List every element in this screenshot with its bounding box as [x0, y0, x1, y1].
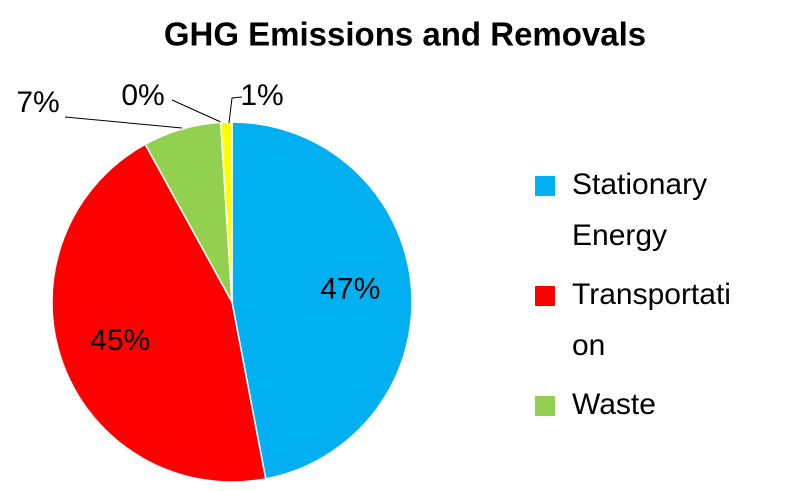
data-label: 45% — [90, 324, 150, 357]
data-label: 47% — [320, 273, 380, 306]
legend-swatch — [535, 396, 555, 416]
legend-label: Transportati on — [572, 278, 731, 362]
legend-swatch — [535, 176, 555, 196]
data-label: 7% — [16, 86, 59, 119]
pie-slice — [51, 143, 267, 483]
data-label: 1% — [240, 79, 283, 112]
data-label: 0% — [121, 79, 164, 112]
leader-line — [64, 116, 183, 129]
legend-label: Waste — [572, 388, 656, 421]
chart-title: GHG Emissions and Removals — [164, 16, 646, 53]
pie-slice — [219, 121, 233, 303]
legend-label: Stationary Energy — [572, 168, 707, 252]
legend-swatch — [535, 286, 555, 306]
pie-slice — [231, 121, 413, 480]
leader-line — [228, 96, 243, 124]
leader-line — [171, 99, 224, 124]
